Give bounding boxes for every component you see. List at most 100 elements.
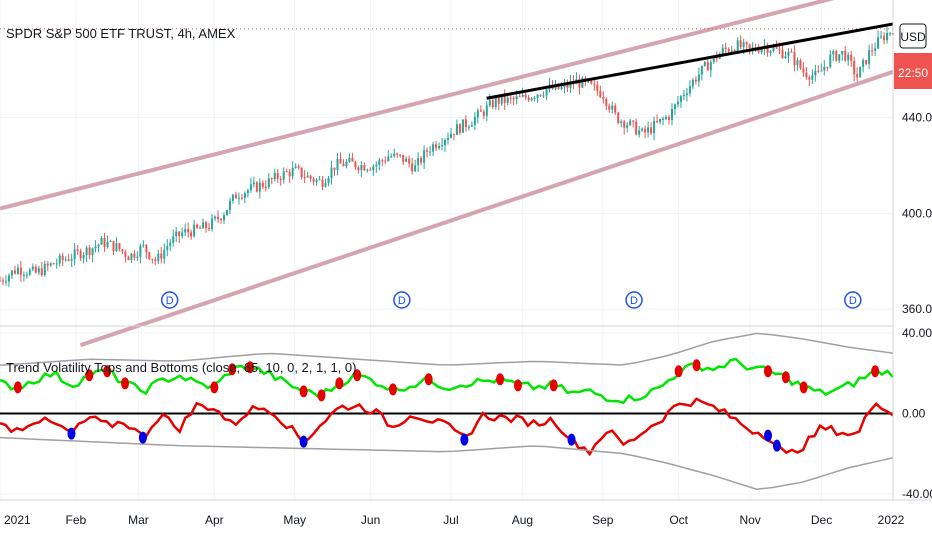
indicator-tick-label: 0.00 [902, 407, 926, 421]
candle-body [775, 47, 778, 49]
top-marker [246, 361, 255, 374]
candle-body [482, 111, 485, 116]
candle-body [58, 255, 61, 264]
time-tick-label: May [283, 513, 306, 527]
bottom-marker [772, 439, 781, 452]
top-marker [799, 381, 808, 394]
candle-body [160, 253, 163, 259]
candle-body [506, 97, 509, 103]
top-marker [353, 369, 362, 382]
dividend-badge[interactable] [844, 291, 862, 309]
candle-body [399, 154, 402, 156]
candle-body [97, 244, 100, 247]
candle-body [590, 80, 593, 84]
candle-body [438, 146, 441, 149]
candle-body [354, 161, 357, 168]
candle-body [79, 251, 82, 259]
time-tick-label: Sep [592, 513, 614, 527]
candle-body [246, 190, 249, 194]
candle-body [279, 178, 282, 180]
candle-body [521, 94, 524, 97]
time-tick-label: 2021 [4, 513, 31, 527]
candle-body [181, 232, 184, 236]
candle-body [243, 193, 246, 198]
candle-body [4, 281, 7, 283]
candle-body [61, 255, 64, 261]
candle-body [638, 130, 641, 135]
candle-body [34, 266, 37, 273]
candle-body [721, 47, 724, 54]
dividend-badge[interactable] [393, 291, 411, 309]
candle-body [739, 40, 742, 48]
candle-body [871, 50, 874, 52]
currency-button[interactable]: USD [899, 23, 927, 49]
candle-body [67, 259, 70, 261]
dividend-badge[interactable] [160, 291, 179, 309]
candle-body [793, 52, 796, 66]
candle-body [820, 70, 823, 72]
currency-button-box[interactable] [899, 23, 927, 49]
candle-body [679, 96, 682, 102]
candle-body [255, 182, 258, 192]
candle-body [196, 224, 199, 228]
indicator-pane[interactable] [0, 332, 894, 490]
candle-body [865, 59, 868, 65]
time-axis[interactable]: 2021 Feb Mar Apr May Jun Jul Aug Sep Oct Nov Dec 202… [4, 513, 905, 527]
candle-body [363, 164, 366, 171]
time-tick-label: Jul [443, 513, 458, 527]
dividend-badge-label: D [630, 295, 638, 307]
candle-body [617, 112, 620, 124]
candle-body [500, 95, 503, 104]
candle-body [444, 139, 447, 145]
candle-body [372, 166, 375, 171]
candle-body [342, 163, 345, 167]
candle-body [545, 89, 548, 96]
currency-label: USD [900, 30, 926, 44]
candle-body [599, 90, 602, 98]
candle-body [647, 127, 650, 133]
candle-body [766, 45, 769, 53]
bottom-marker [138, 431, 147, 444]
candle-body [632, 120, 635, 122]
candle-body [258, 182, 261, 192]
candle-body [43, 263, 46, 276]
candle-body [823, 66, 826, 71]
time-tick-label: Apr [205, 513, 224, 527]
candle-body [211, 218, 214, 229]
candle-body [494, 97, 497, 108]
candle-body [778, 48, 781, 50]
price-axis[interactable]: 360.00 400.00 440.00 40.00 0.00 -40.00 [902, 110, 932, 501]
candle-body [139, 245, 142, 257]
candle-body [751, 47, 754, 49]
candle-body [536, 94, 539, 98]
candle-body [330, 167, 333, 179]
candle-body [530, 98, 533, 101]
candle-body [225, 210, 228, 216]
candle-body [524, 94, 527, 98]
candle-body [691, 79, 694, 87]
candle-body [533, 97, 536, 99]
candle-body [166, 246, 169, 250]
candle-body [772, 47, 775, 52]
candle-body [291, 167, 294, 177]
candle-body [309, 175, 312, 179]
candle-body [49, 263, 52, 266]
candle-body [856, 74, 859, 78]
candle-body [497, 97, 500, 104]
candle-body [375, 164, 378, 167]
dividend-badge[interactable] [625, 291, 643, 309]
candle-body [276, 172, 279, 179]
candle-body [64, 259, 67, 261]
candle-body [455, 124, 458, 135]
dividend-badge-label: D [849, 295, 857, 307]
candle-body [426, 150, 429, 152]
candle-body [264, 186, 267, 188]
candle-body [222, 215, 225, 221]
candle-body [31, 266, 34, 270]
candle-body [847, 54, 850, 61]
candle-body [709, 61, 712, 71]
candle-body [300, 167, 303, 177]
candle-body [835, 50, 838, 61]
candle-body [676, 101, 679, 105]
